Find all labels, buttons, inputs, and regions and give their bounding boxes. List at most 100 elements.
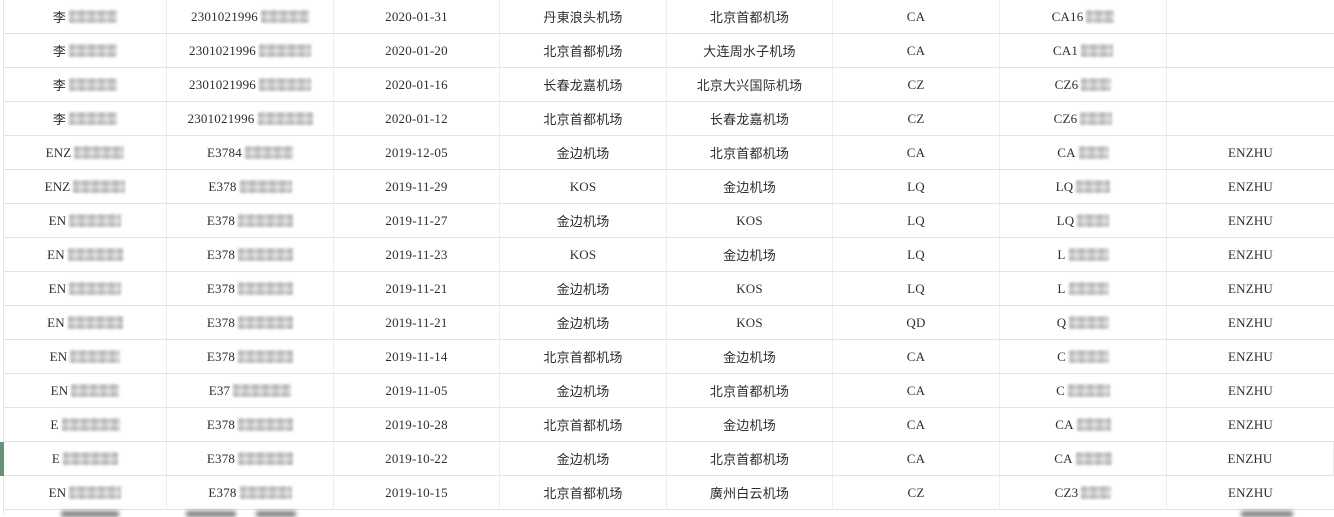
passenger-pinyin-cell[interactable] [1167, 102, 1334, 135]
table-row[interactable]: E E378 2019-10-22 金边机场 北京首都机场 CA CA ENZHU [0, 442, 1334, 476]
passenger-pinyin-cell[interactable]: ENZHU [1167, 442, 1334, 475]
airline-code-cell[interactable]: CZ [833, 68, 1000, 101]
arrival-airport-cell[interactable]: 北京首都机场 [667, 374, 833, 407]
flight-date-cell[interactable]: 2019-10-15 [334, 476, 500, 509]
flight-number-cell[interactable]: L [1000, 272, 1167, 305]
document-number-cell[interactable]: E37 [167, 374, 334, 407]
document-number-cell[interactable]: 2301021996 [167, 102, 334, 135]
flight-date-cell[interactable]: 2019-11-05 [334, 374, 500, 407]
flight-number-cell[interactable]: CZ6 [1000, 68, 1167, 101]
arrival-airport-cell[interactable]: KOS [667, 272, 833, 305]
flight-date-cell[interactable]: 2020-01-12 [334, 102, 500, 135]
flight-date-cell[interactable]: 2019-11-27 [334, 204, 500, 237]
document-number-cell[interactable]: 2301021996 [167, 0, 334, 33]
document-number-cell[interactable]: E378 [167, 408, 334, 441]
passenger-name-cell[interactable]: EN [4, 374, 167, 407]
flight-number-cell[interactable]: CA [1000, 408, 1167, 441]
airline-code-cell[interactable]: LQ [833, 272, 1000, 305]
departure-airport-cell[interactable]: 金边机场 [500, 306, 667, 339]
passenger-name-cell[interactable]: ENZ [4, 136, 167, 169]
arrival-airport-cell[interactable]: 北京首都机场 [667, 442, 833, 475]
passenger-name-cell[interactable]: EN [4, 476, 167, 509]
passenger-pinyin-cell[interactable]: ENZHU [1167, 340, 1334, 373]
airline-code-cell[interactable]: LQ [833, 204, 1000, 237]
document-number-cell[interactable]: 2301021996 [167, 34, 334, 67]
passenger-pinyin-cell[interactable] [1167, 0, 1334, 33]
flight-number-cell[interactable]: LQ [1000, 204, 1167, 237]
passenger-name-cell[interactable]: 李 [4, 34, 167, 67]
document-number-cell[interactable]: E3784 [167, 136, 334, 169]
arrival-airport-cell[interactable]: 北京首都机场 [667, 136, 833, 169]
departure-airport-cell[interactable]: 北京首都机场 [500, 340, 667, 373]
departure-airport-cell[interactable]: 金边机场 [500, 272, 667, 305]
document-number-cell[interactable]: E378 [167, 170, 334, 203]
table-row[interactable]: 李 2301021996 2020-01-12 北京首都机场 长春龙嘉机场 CZ CZ6 [4, 102, 1334, 136]
flight-number-cell[interactable]: CZ6 [1000, 102, 1167, 135]
table-row[interactable]: EN E378 2019-11-23 KOS 金边机场 LQ L ENZHU [4, 238, 1334, 272]
flight-number-cell[interactable]: Q [1000, 306, 1167, 339]
flight-number-cell[interactable]: L [1000, 238, 1167, 271]
flight-date-cell[interactable]: 2019-11-21 [334, 272, 500, 305]
arrival-airport-cell[interactable]: 长春龙嘉机场 [667, 102, 833, 135]
passenger-pinyin-cell[interactable]: ENZHU [1167, 408, 1334, 441]
arrival-airport-cell[interactable]: KOS [667, 306, 833, 339]
document-number-cell[interactable]: E378 [167, 238, 334, 271]
departure-airport-cell[interactable]: 金边机场 [500, 136, 667, 169]
airline-code-cell[interactable]: CA [833, 340, 1000, 373]
passenger-pinyin-cell[interactable]: ENZHU [1167, 272, 1334, 305]
arrival-airport-cell[interactable]: 北京大兴国际机场 [667, 68, 833, 101]
airline-code-cell[interactable]: CA [833, 34, 1000, 67]
departure-airport-cell[interactable]: KOS [500, 238, 667, 271]
document-number-cell[interactable]: E378 [167, 340, 334, 373]
airline-code-cell[interactable]: CA [833, 442, 1000, 475]
passenger-pinyin-cell[interactable]: ENZHU [1167, 170, 1334, 203]
passenger-name-cell[interactable]: ENZ [4, 170, 167, 203]
passenger-pinyin-cell[interactable] [1167, 68, 1334, 101]
flight-date-cell[interactable]: 2020-01-16 [334, 68, 500, 101]
passenger-name-cell[interactable]: E [4, 442, 167, 475]
arrival-airport-cell[interactable]: 金边机场 [667, 340, 833, 373]
table-row[interactable]: ENZ E3784 2019-12-05 金边机场 北京首都机场 CA CA ENZHU [4, 136, 1334, 170]
arrival-airport-cell[interactable]: 金边机场 [667, 170, 833, 203]
table-row[interactable]: EN E378 2019-10-15 北京首都机场 廣州白云机场 CZ CZ3 ENZHU [4, 476, 1334, 510]
flight-number-cell[interactable]: LQ [1000, 170, 1167, 203]
document-number-cell[interactable]: E378 [167, 476, 334, 509]
passenger-name-cell[interactable]: 李 [4, 102, 167, 135]
flight-date-cell[interactable]: 2019-10-22 [334, 442, 500, 475]
passenger-name-cell[interactable]: EN [4, 204, 167, 237]
passenger-name-cell[interactable]: EN [4, 272, 167, 305]
table-row[interactable]: 李 2301021996 2020-01-31 丹東浪头机场 北京首都机场 CA CA16 [4, 0, 1334, 34]
flight-number-cell[interactable]: C [1000, 340, 1167, 373]
passenger-pinyin-cell[interactable]: ENZHU [1167, 374, 1334, 407]
table-row[interactable]: EN E378 2019-11-14 北京首都机场 金边机场 CA C ENZHU [4, 340, 1334, 374]
document-number-cell[interactable]: E378 [167, 306, 334, 339]
departure-airport-cell[interactable]: 金边机场 [500, 374, 667, 407]
airline-code-cell[interactable]: CZ [833, 476, 1000, 509]
table-row[interactable]: EN E378 2019-11-21 金边机场 KOS QD Q ENZHU [4, 306, 1334, 340]
table-row[interactable]: 李 2301021996 2020-01-16 长春龙嘉机场 北京大兴国际机场 CZ CZ6 [4, 68, 1334, 102]
departure-airport-cell[interactable]: 北京首都机场 [500, 408, 667, 441]
table-row[interactable]: 李 2301021996 2020-01-20 北京首都机场 大连周水子机场 CA CA1 [4, 34, 1334, 68]
departure-airport-cell[interactable]: 金边机场 [500, 204, 667, 237]
arrival-airport-cell[interactable]: 大连周水子机场 [667, 34, 833, 67]
departure-airport-cell[interactable]: KOS [500, 170, 667, 203]
passenger-name-cell[interactable]: 李 [4, 0, 167, 33]
arrival-airport-cell[interactable]: 北京首都机场 [667, 0, 833, 33]
arrival-airport-cell[interactable]: 金边机场 [667, 238, 833, 271]
document-number-cell[interactable]: E378 [167, 442, 334, 475]
passenger-name-cell[interactable]: EN [4, 306, 167, 339]
airline-code-cell[interactable]: CA [833, 408, 1000, 441]
departure-airport-cell[interactable]: 丹東浪头机场 [500, 0, 667, 33]
arrival-airport-cell[interactable]: 廣州白云机场 [667, 476, 833, 509]
arrival-airport-cell[interactable]: KOS [667, 204, 833, 237]
document-number-cell[interactable]: E378 [167, 272, 334, 305]
passenger-pinyin-cell[interactable]: ENZHU [1167, 476, 1334, 509]
passenger-pinyin-cell[interactable]: ENZHU [1167, 238, 1334, 271]
flight-date-cell[interactable]: 2019-11-23 [334, 238, 500, 271]
flight-number-cell[interactable]: C [1000, 374, 1167, 407]
document-number-cell[interactable]: E378 [167, 204, 334, 237]
passenger-name-cell[interactable]: EN [4, 340, 167, 373]
flight-number-cell[interactable]: CA [1000, 442, 1167, 475]
passenger-name-cell[interactable]: 李 [4, 68, 167, 101]
airline-code-cell[interactable]: QD [833, 306, 1000, 339]
